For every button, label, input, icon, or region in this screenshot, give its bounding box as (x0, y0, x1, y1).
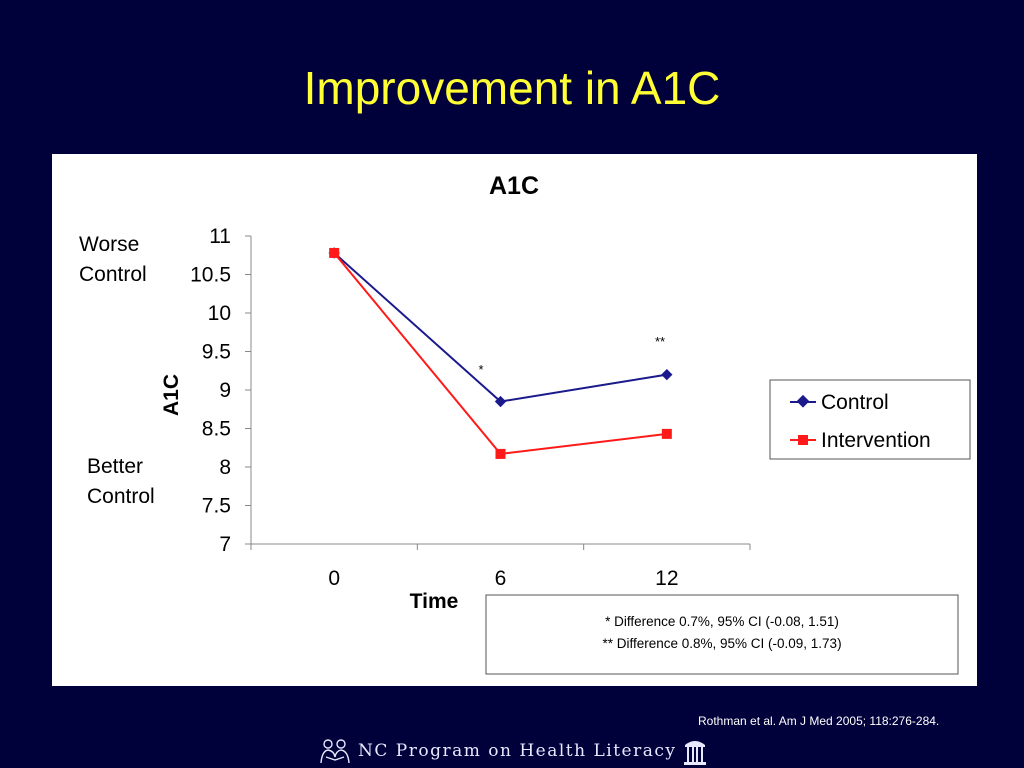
x-tick-label: 0 (328, 567, 340, 590)
chart-panel: A1C 7 7.5 8 8.5 9 9.5 10 10.5 11 0 6 12 A1C Time W… (52, 154, 977, 686)
significance-marker-12: ** (655, 334, 665, 349)
point-intervention (661, 428, 672, 439)
worse-control-label-line2: Control (79, 263, 147, 286)
legend-intervention-label: Intervention (821, 429, 931, 452)
x-tick-label: 12 (655, 567, 678, 590)
y-tick-label: 8 (219, 456, 231, 479)
chart-title: A1C (489, 172, 539, 200)
significance-marker-6: * (478, 362, 483, 377)
y-tick-label: 7 (219, 533, 231, 556)
legend-intervention-marker (798, 435, 808, 445)
better-control-label-line1: Better (87, 455, 143, 478)
point-intervention (495, 448, 506, 459)
series-line-intervention (333, 252, 667, 455)
footnote-line-1: * Difference 0.7%, 95% CI (-0.08, 1.51) (605, 614, 839, 629)
citation: Rothman et al. Am J Med 2005; 118:276-28… (698, 714, 940, 728)
better-control-label-line2: Control (87, 485, 155, 508)
point-intervention (329, 247, 340, 258)
footnote-line-2: ** Difference 0.8%, 95% CI (-0.09, 1.73) (602, 636, 841, 651)
series-layer (328, 247, 673, 459)
point-control (661, 368, 673, 381)
y-axis: 7 7.5 8 8.5 9 9.5 10 10.5 11 (190, 225, 252, 556)
y-tick-label: 11 (209, 225, 231, 248)
a1c-line-chart: A1C 7 7.5 8 8.5 9 9.5 10 10.5 11 0 6 12 A1C Time W… (79, 172, 971, 675)
point-control (494, 395, 507, 408)
footer-program-name: NC Program on Health Literacy (358, 741, 677, 761)
y-tick-label: 10 (208, 302, 231, 325)
y-tick-label: 10.5 (190, 264, 231, 287)
footer-logo: NC Program on Health Literacy (318, 736, 707, 766)
legend-control-label: Control (821, 391, 889, 414)
old-well-icon (683, 741, 706, 765)
legend-box (769, 379, 971, 460)
y-tick-label: 7.5 (202, 495, 231, 518)
footnote-box: * Difference 0.7%, 95% CI (-0.08, 1.51) … (485, 594, 959, 675)
footnote-border (485, 594, 959, 675)
y-axis-title: A1C (160, 374, 183, 416)
readers-icon (320, 739, 350, 764)
x-axis: 0 6 12 (250, 543, 751, 590)
y-tick-label: 9 (219, 379, 231, 402)
series-line-control (333, 252, 667, 403)
y-tick-label: 8.5 (202, 418, 231, 441)
worse-control-label-line1: Worse (79, 233, 139, 256)
y-tick-label: 9.5 (202, 341, 231, 364)
x-axis-title: Time (410, 590, 459, 613)
legend: Control Intervention (769, 379, 971, 460)
slide-title: Improvement in A1C (303, 62, 721, 114)
x-tick-label: 6 (495, 567, 507, 590)
